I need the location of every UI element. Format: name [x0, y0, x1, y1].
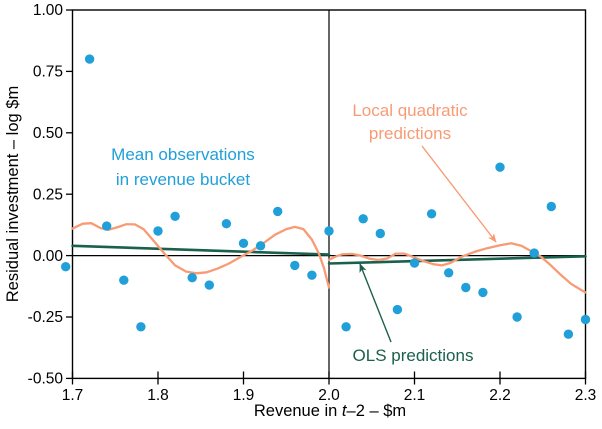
annotation-ols-predictions: OLS predictions	[303, 343, 523, 368]
scatter-point	[426, 209, 437, 219]
y-tick-label: 0.00	[33, 248, 64, 265]
y-tick-label: 1.00	[33, 2, 64, 19]
scatter-point	[204, 280, 214, 290]
scatter-point	[495, 162, 505, 172]
x-tick-label: 1.8	[147, 387, 169, 404]
x-axis-label-post: –2 – $m	[346, 402, 407, 420]
scatter-point	[170, 211, 180, 221]
scatter-point	[324, 226, 334, 236]
annotation-local-quadratic-line1: Local quadratic	[352, 101, 468, 120]
scatter-point	[84, 54, 95, 64]
scatter-point	[409, 258, 420, 268]
scatter-point	[529, 248, 539, 258]
x-axis-ticks: 1.7 1.8 1.9 2.0 2.1 2.2 2.3	[62, 371, 597, 404]
scatter-point	[375, 228, 385, 239]
ols-left-line	[71, 244, 331, 256]
ols-arrow	[359, 263, 392, 343]
y-axis-label: Residual investment – log $m	[4, 85, 22, 303]
x-tick-label: 2.2	[489, 387, 511, 404]
y-axis-ticks: 1.00 0.75 0.50 0.25 0.00 -0.25 -0.50	[28, 2, 73, 388]
scatter-point	[512, 312, 522, 322]
scatter-point	[238, 238, 249, 248]
plot-frame	[71, 9, 587, 380]
y-tick-label: 0.50	[33, 125, 64, 142]
y-tick-label: 0.25	[33, 186, 63, 203]
scatter-point	[478, 287, 488, 298]
scatter-point	[187, 273, 197, 283]
x-tick-label: 1.7	[62, 387, 84, 404]
scatter-point	[307, 270, 317, 280]
x-axis-label-variable: t	[341, 402, 347, 420]
y-tick-label: -0.25	[28, 309, 63, 326]
scatter-point	[60, 262, 71, 272]
scatter-point	[392, 304, 403, 315]
x-tick-label: 1.9	[233, 387, 255, 404]
y-tick-label: 0.75	[33, 64, 63, 81]
annotation-mean-observations: Mean observations in revenue bucket	[73, 142, 293, 192]
scatter-point	[273, 206, 283, 217]
annotation-mean-observations-line1: Mean observations	[111, 145, 255, 164]
x-tick-label: 2.1	[404, 387, 426, 404]
scatter-point	[546, 201, 556, 212]
local-quadratic-right-line	[327, 242, 587, 294]
scatter-point	[341, 322, 351, 332]
annotation-local-quadratic: Local quadratic predictions	[300, 99, 520, 145]
scatter-point	[136, 322, 146, 332]
annotation-local-quadratic-line2: predictions	[368, 124, 452, 143]
local-quadratic-left-line	[71, 222, 331, 289]
scatter-point	[444, 268, 454, 278]
scatter-point	[221, 219, 232, 229]
scatter-point	[255, 241, 266, 251]
scatter-point	[563, 329, 574, 339]
scatter-point	[358, 214, 368, 224]
scatter-point	[461, 282, 471, 293]
scatter-point	[153, 226, 163, 236]
scatter-point	[290, 260, 300, 271]
x-axis-label-pre: Revenue in	[253, 402, 342, 420]
x-tick-label: 2.0	[318, 387, 340, 404]
x-axis-label: Revenue in t–2 – $m	[180, 402, 480, 421]
y-tick-label: -0.50	[28, 371, 64, 388]
scatter-point	[119, 275, 129, 285]
scatter-point	[580, 314, 591, 325]
x-tick-label: 2.3	[575, 387, 597, 404]
annotation-mean-observations-line2: in revenue bucket	[115, 170, 251, 189]
local-quad-arrow	[421, 145, 497, 243]
mean-observations-points	[60, 54, 591, 339]
annotation-ols-predictions-line1: OLS predictions	[352, 346, 474, 365]
scatter-point	[102, 221, 112, 231]
